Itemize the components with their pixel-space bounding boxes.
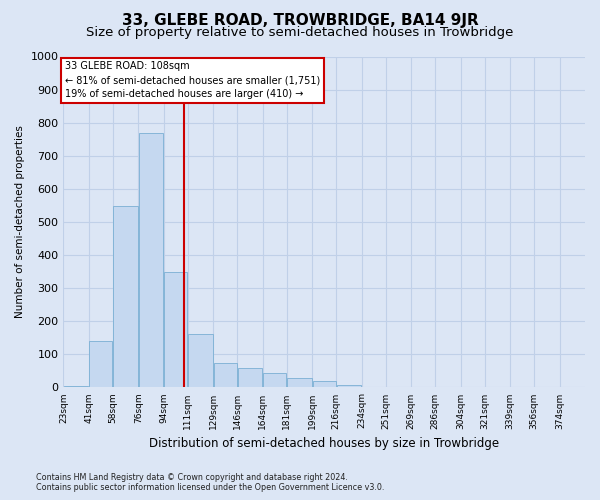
Bar: [139, 132, 163, 388]
Text: 33, GLEBE ROAD, TROWBRIDGE, BA14 9JR: 33, GLEBE ROAD, TROWBRIDGE, BA14 9JR: [122, 12, 478, 28]
Bar: [89, 341, 112, 388]
Bar: [113, 206, 138, 388]
Bar: [64, 386, 88, 388]
Y-axis label: Number of semi-detached properties: Number of semi-detached properties: [15, 126, 25, 318]
Text: 33 GLEBE ROAD: 108sqm
← 81% of semi-detached houses are smaller (1,751)
19% of s: 33 GLEBE ROAD: 108sqm ← 81% of semi-deta…: [65, 62, 320, 100]
Bar: [238, 368, 262, 388]
Bar: [188, 334, 212, 388]
Bar: [337, 385, 361, 388]
Bar: [164, 272, 187, 388]
Text: Size of property relative to semi-detached houses in Trowbridge: Size of property relative to semi-detach…: [86, 26, 514, 39]
Bar: [313, 382, 335, 388]
Bar: [214, 362, 237, 388]
X-axis label: Distribution of semi-detached houses by size in Trowbridge: Distribution of semi-detached houses by …: [149, 437, 499, 450]
Bar: [287, 378, 311, 388]
Text: Contains HM Land Registry data © Crown copyright and database right 2024.
Contai: Contains HM Land Registry data © Crown c…: [36, 473, 385, 492]
Bar: [362, 387, 385, 388]
Bar: [263, 372, 286, 388]
